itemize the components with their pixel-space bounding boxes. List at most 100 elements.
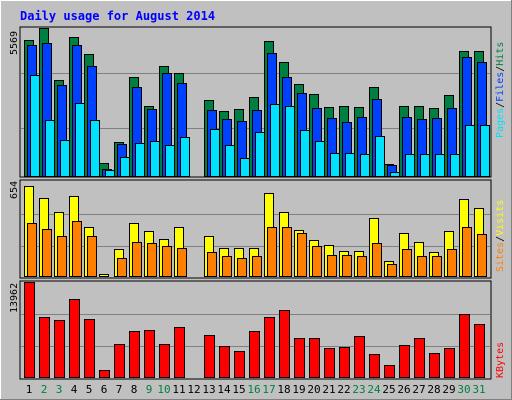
x-tick-label-day-28: 28	[427, 383, 440, 396]
bar-kbytes-day-3	[54, 320, 65, 378]
bar-pages-day-7	[120, 157, 130, 177]
bar-kbytes-day-28	[429, 353, 440, 378]
bar-sites-day-23	[357, 256, 367, 277]
bar-pages-day-20	[315, 141, 325, 177]
bar-kbytes-day-25	[384, 365, 395, 378]
bar-sites-day-1	[27, 223, 37, 277]
bar-pages-day-17	[270, 104, 280, 177]
bar-pages-day-31	[480, 125, 490, 177]
bar-kbytes-day-13	[204, 335, 215, 378]
x-tick-label-day-10: 10	[157, 383, 170, 396]
x-tick-label-day-29: 29	[442, 383, 455, 396]
bar-pages-day-14	[225, 145, 235, 177]
x-tick-label-day-3: 3	[56, 383, 63, 396]
bar-sites-day-9	[147, 243, 157, 277]
bar-sites-day-31	[477, 234, 487, 277]
bar-sites-day-11	[177, 248, 187, 277]
x-tick-label-day-17: 17	[262, 383, 275, 396]
x-tick-label-day-9: 9	[146, 383, 153, 396]
legend-kbytes-group: KBytes	[495, 342, 506, 378]
bar-pages-day-13	[210, 129, 220, 177]
x-tick-label-day-12: 12	[187, 383, 200, 396]
x-tick-label-day-2: 2	[41, 383, 48, 396]
bar-kbytes-day-21	[324, 348, 335, 378]
bar-sites-day-17	[267, 227, 277, 277]
x-axis-day-labels: 1 2 3 4 5 6 7 8 9 10 11 12 13 14 15 16 17 18 19 20 21 22 23 24 2…	[26, 383, 486, 396]
bar-sites-day-29	[447, 249, 457, 277]
x-tick-label-day-13: 13	[202, 383, 215, 396]
bar-pages-day-25	[390, 172, 400, 177]
x-tick-label-day-25: 25	[382, 383, 395, 396]
x-tick-label-day-15: 15	[232, 383, 245, 396]
bar-sites-day-14	[222, 256, 232, 277]
x-tick-label-day-6: 6	[101, 383, 108, 396]
bar-sites-day-2	[42, 229, 52, 277]
bar-kbytes-day-19	[294, 338, 305, 378]
bar-kbytes-day-1	[24, 282, 35, 378]
x-tick-label-day-19: 19	[292, 383, 305, 396]
bar-kbytes-day-29	[444, 348, 455, 378]
bar-kbytes-day-30	[459, 314, 470, 378]
bar-sites-day-8	[132, 242, 142, 277]
bar-kbytes-day-15	[234, 351, 245, 378]
x-tick-label-day-18: 18	[277, 383, 290, 396]
bar-sites-day-7	[117, 258, 127, 277]
bar-sites-day-19	[297, 233, 307, 277]
bar-pages-day-2	[45, 120, 55, 177]
y-max-label-visits: 654	[9, 181, 20, 199]
bar-sites-day-27	[417, 256, 427, 277]
bar-sites-day-10	[162, 246, 172, 277]
legend-slash-1: /	[495, 102, 506, 108]
legend-visits: Visits	[495, 200, 506, 236]
bar-pages-day-1	[30, 75, 40, 177]
bar-sites-day-22	[342, 255, 352, 277]
bar-kbytes-day-4	[69, 299, 80, 378]
bar-sites-day-26	[402, 249, 412, 277]
bar-kbytes-day-23	[354, 336, 365, 378]
bar-pages-day-9	[150, 141, 160, 177]
x-tick-label-day-14: 14	[217, 383, 231, 396]
x-tick-label-day-27: 27	[412, 383, 425, 396]
legend-sites: Sites	[495, 242, 506, 272]
bar-kbytes-day-20	[309, 338, 320, 378]
svg-text:Sites/Visits: Sites/Visits	[495, 200, 506, 272]
bar-sites-day-21	[327, 255, 337, 277]
legend-hits-files-pages: Pages/Files/Hits	[495, 42, 506, 138]
x-tick-label-day-24: 24	[367, 383, 381, 396]
bar-sites-day-20	[312, 246, 322, 277]
legend-slash-2: /	[495, 66, 506, 72]
bar-sites-day-24	[372, 243, 382, 277]
bar-pages-day-29	[450, 154, 460, 177]
x-tick-label-day-4: 4	[71, 383, 78, 396]
x-tick-label-day-20: 20	[307, 383, 320, 396]
bar-sites-day-25	[387, 264, 397, 277]
bar-pages-day-28	[435, 154, 445, 177]
bar-sites-day-30	[462, 227, 472, 277]
legend-slash-3: /	[495, 236, 506, 242]
bar-kbytes-day-27	[414, 338, 425, 378]
bar-sites-day-16	[252, 256, 262, 277]
x-tick-label-day-11: 11	[172, 383, 185, 396]
bar-pages-day-30	[465, 125, 475, 177]
bar-kbytes-day-17	[264, 317, 275, 378]
bar-kbytes-day-31	[474, 324, 485, 378]
bar-pages-day-4	[75, 103, 85, 177]
bar-sites-day-28	[432, 256, 442, 277]
bar-kbytes-day-14	[219, 346, 230, 378]
x-tick-label-day-16: 16	[247, 383, 260, 396]
bar-kbytes-day-2	[39, 317, 50, 378]
bar-kbytes-day-16	[249, 331, 260, 378]
x-tick-label-day-8: 8	[131, 383, 138, 396]
bar-pages-day-3	[60, 140, 70, 177]
x-tick-label-day-21: 21	[322, 383, 335, 396]
bar-sites-day-5	[87, 236, 97, 277]
bar-kbytes-day-8	[129, 331, 140, 378]
bar-kbytes-day-9	[144, 330, 155, 378]
legend-pages: Pages	[495, 108, 506, 138]
bar-pages-day-10	[165, 145, 175, 177]
y-axis-labels: 5569 654 13962	[9, 31, 20, 313]
y-max-label-kbytes: 13962	[9, 283, 20, 313]
x-tick-label-day-5: 5	[86, 383, 93, 396]
x-tick-label-day-26: 26	[397, 383, 410, 396]
